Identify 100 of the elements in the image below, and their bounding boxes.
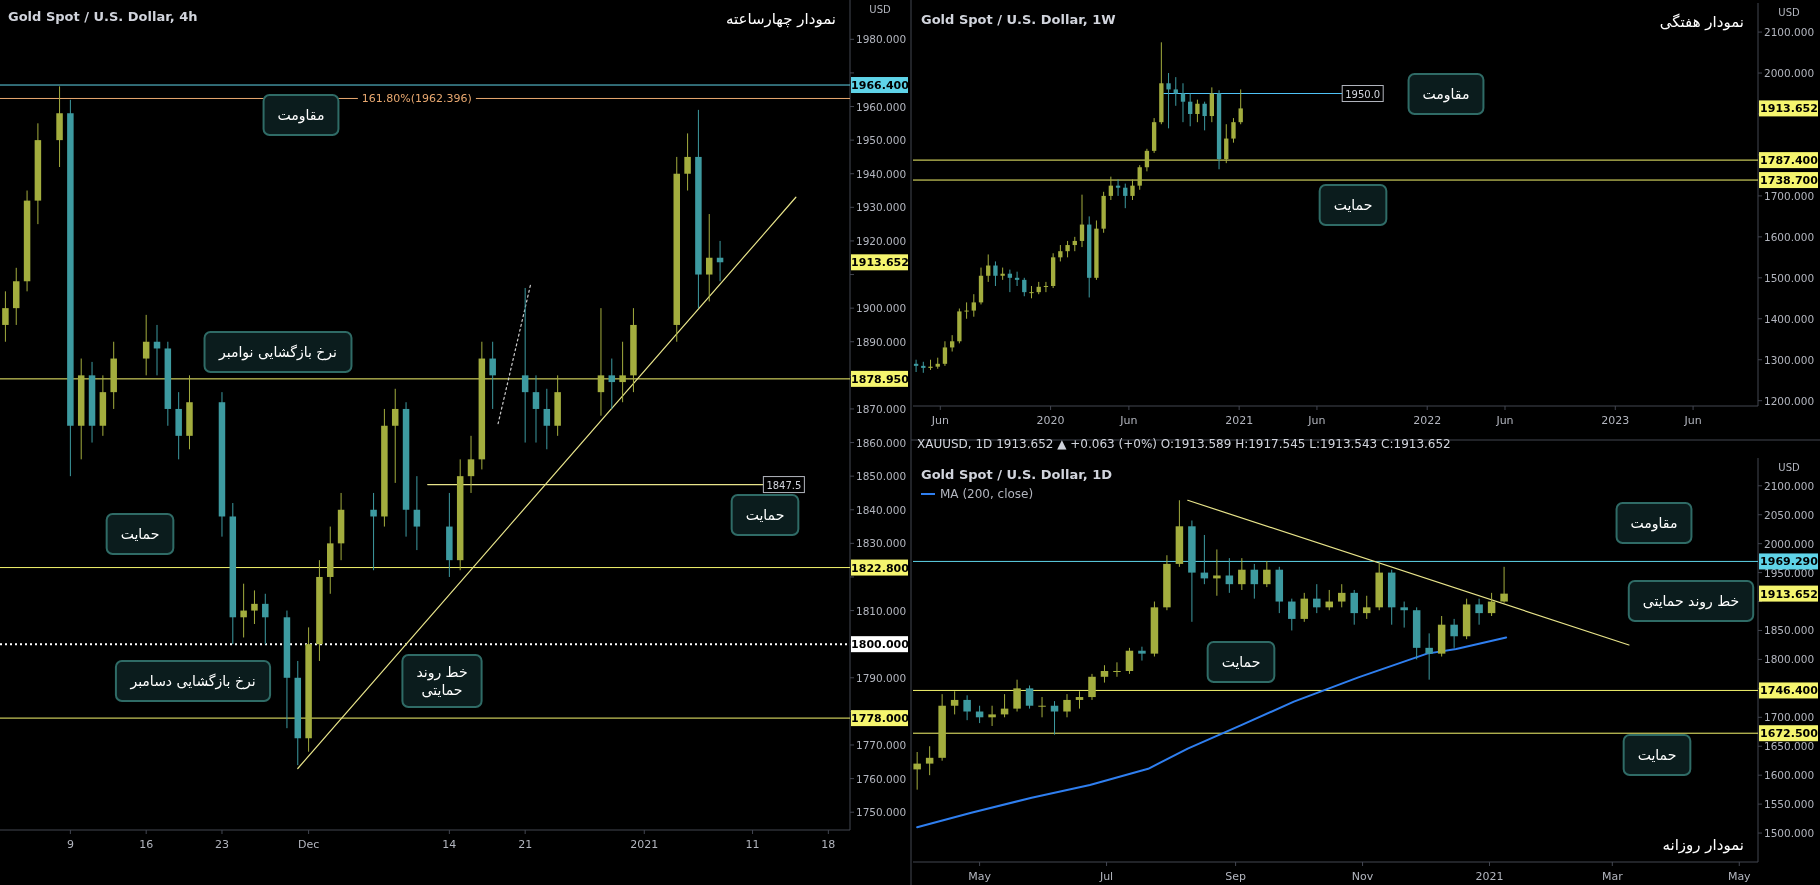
- x-tick-label: Jun: [930, 414, 949, 427]
- x-tick-label: 9: [66, 838, 74, 851]
- ref-line-label: 1969.290: [1760, 555, 1819, 569]
- annotation: حمایت: [1333, 197, 1373, 213]
- x-tick-label: 2023: [1601, 414, 1630, 427]
- x-tick-label: 2020: [1036, 414, 1065, 427]
- annotation: حمایت: [1221, 654, 1261, 670]
- y-tick-label: 1830.000: [856, 537, 907, 550]
- x-tick-label: May: [968, 870, 992, 883]
- annotation: نرخ بازگشایی دسامبر: [129, 673, 256, 690]
- x-tick-label: Jun: [1495, 414, 1514, 427]
- x-tick-label: 2021: [630, 838, 659, 851]
- line-series: [916, 636, 1508, 829]
- y-tick-label: 1900.000: [856, 302, 907, 315]
- x-tick-label: 23: [214, 838, 229, 851]
- y-tick-label: 1800.000: [1764, 653, 1815, 666]
- y-tick-label: 1400.000: [1764, 312, 1815, 325]
- annotation: مقاومت: [1422, 86, 1470, 103]
- x-tick-label: Sep: [1225, 870, 1246, 883]
- annotation: خط روند حمایتی: [1642, 593, 1740, 610]
- y-tick-label: 1300.000: [1764, 353, 1815, 366]
- x-tick-label: 11: [745, 838, 760, 851]
- x-tick-label: May: [1727, 870, 1752, 883]
- x-tick-label: 21: [518, 838, 533, 851]
- annotation: خط روند حمایتی: [416, 664, 468, 698]
- text: XAUUSD, 1D 1913.652 ▲ +0.063 (+0%) O:1913.589 H:1917.545 L:1913.543 C:1913.652: [917, 437, 1451, 451]
- ref-line-label: 1822.800: [851, 561, 910, 575]
- ref-line-label: 1878.950: [851, 372, 910, 386]
- y-tick-label: 2100.000: [1764, 479, 1815, 492]
- annotation: نرخ بازگشایی نوامبر: [218, 344, 337, 361]
- y-tick-label: 1700.000: [1764, 711, 1815, 724]
- ref-line-label: 1966.400: [851, 79, 910, 93]
- text: Gold Spot / U.S. Dollar, 1W: [921, 12, 1116, 27]
- annotation: حمایت: [1637, 747, 1677, 763]
- y-tick-label: 1850.000: [856, 470, 907, 483]
- y-tick-label: 1700.000: [1764, 189, 1815, 202]
- ref-line-label: 1778.000: [851, 712, 910, 726]
- text: 1913.652: [1760, 102, 1818, 116]
- y-tick-label: 1650.000: [1764, 740, 1815, 753]
- text: Gold Spot / U.S. Dollar, 1D: [921, 467, 1113, 482]
- annotation: مقاومت: [277, 107, 325, 124]
- x-tick-label: 18: [821, 838, 836, 851]
- x-tick-label: 14: [442, 838, 457, 851]
- y-tick-label: 1500.000: [1764, 827, 1815, 840]
- text: نمودار هفتگی: [1659, 13, 1744, 31]
- y-axis-title: USD: [1778, 7, 1800, 18]
- text: 1913.652: [1760, 587, 1818, 601]
- y-tick-label: 1860.000: [856, 436, 907, 449]
- y-tick-label: 1940.000: [856, 167, 907, 180]
- text: نمودار روزانه: [1662, 836, 1744, 854]
- text: Gold Spot / U.S. Dollar, 4h: [8, 9, 198, 24]
- x-tick-label: Jun: [1683, 414, 1702, 427]
- y-axis-title: USD: [1778, 462, 1800, 473]
- y-tick-label: 1770.000: [856, 738, 907, 751]
- y-tick-label: 1920.000: [856, 234, 907, 247]
- x-tick-label: 16: [139, 838, 154, 851]
- x-tick-label: 2022: [1413, 414, 1442, 427]
- y-tick-label: 2100.000: [1764, 26, 1815, 39]
- y-tick-label: 1850.000: [1764, 624, 1815, 637]
- annotation: مقاومت: [1630, 515, 1678, 532]
- data-label: 1847.5: [766, 479, 802, 491]
- text: 1913.652: [851, 256, 909, 270]
- x-tick-label: 2021: [1475, 870, 1504, 883]
- x-tick-label: Mar: [1601, 870, 1624, 883]
- y-tick-label: 1980.000: [856, 33, 907, 46]
- x-tick-label: 2021: [1225, 414, 1254, 427]
- y-tick-label: 1790.000: [856, 671, 907, 684]
- data-label: 1950.0: [1345, 88, 1381, 100]
- annotation: 161.80%(1962.396): [361, 92, 472, 106]
- y-tick-label: 1810.000: [856, 604, 907, 617]
- y-axis-title: USD: [869, 4, 891, 15]
- y-tick-label: 1760.000: [856, 772, 907, 785]
- y-tick-label: 2050.000: [1764, 508, 1815, 521]
- ref-line-label: 1672.500: [1760, 727, 1819, 741]
- annotation: حمایت: [745, 507, 785, 523]
- ref-line-label: 1746.400: [1760, 684, 1819, 698]
- y-tick-label: 1750.000: [856, 806, 907, 819]
- x-tick-label: Dec: [297, 838, 320, 851]
- annotation: حمایت: [120, 526, 160, 542]
- y-tick-label: 1950.000: [856, 134, 907, 147]
- y-tick-label: 1950.000: [1764, 566, 1815, 579]
- y-tick-label: 1840.000: [856, 503, 907, 516]
- y-tick-label: 1890.000: [856, 335, 907, 348]
- y-tick-label: 2000.000: [1764, 537, 1815, 550]
- y-tick-label: 1200.000: [1764, 394, 1815, 407]
- ref-line-label: 1787.400: [1760, 154, 1819, 168]
- text: نمودار چهارساعته: [725, 10, 836, 28]
- x-tick-label: Jun: [1307, 414, 1326, 427]
- x-tick-label: Jun: [1119, 414, 1138, 427]
- y-tick-label: 1600.000: [1764, 769, 1815, 782]
- y-tick-label: 1960.000: [856, 100, 907, 113]
- y-tick-label: 1550.000: [1764, 798, 1815, 811]
- ref-line-label: 1738.700: [1760, 174, 1819, 188]
- legend-label: MA (200, close): [940, 487, 1034, 501]
- y-tick-label: 1930.000: [856, 201, 907, 214]
- y-tick-label: 1870.000: [856, 402, 907, 415]
- x-tick-label: Jul: [1098, 870, 1114, 883]
- y-tick-label: 2000.000: [1764, 67, 1815, 80]
- y-tick-label: 1500.000: [1764, 271, 1815, 284]
- x-tick-label: Nov: [1351, 870, 1374, 883]
